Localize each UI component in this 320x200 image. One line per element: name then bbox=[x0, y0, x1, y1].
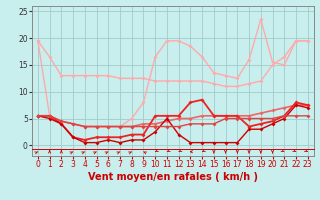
X-axis label: Vent moyen/en rafales ( km/h ): Vent moyen/en rafales ( km/h ) bbox=[88, 172, 258, 182]
